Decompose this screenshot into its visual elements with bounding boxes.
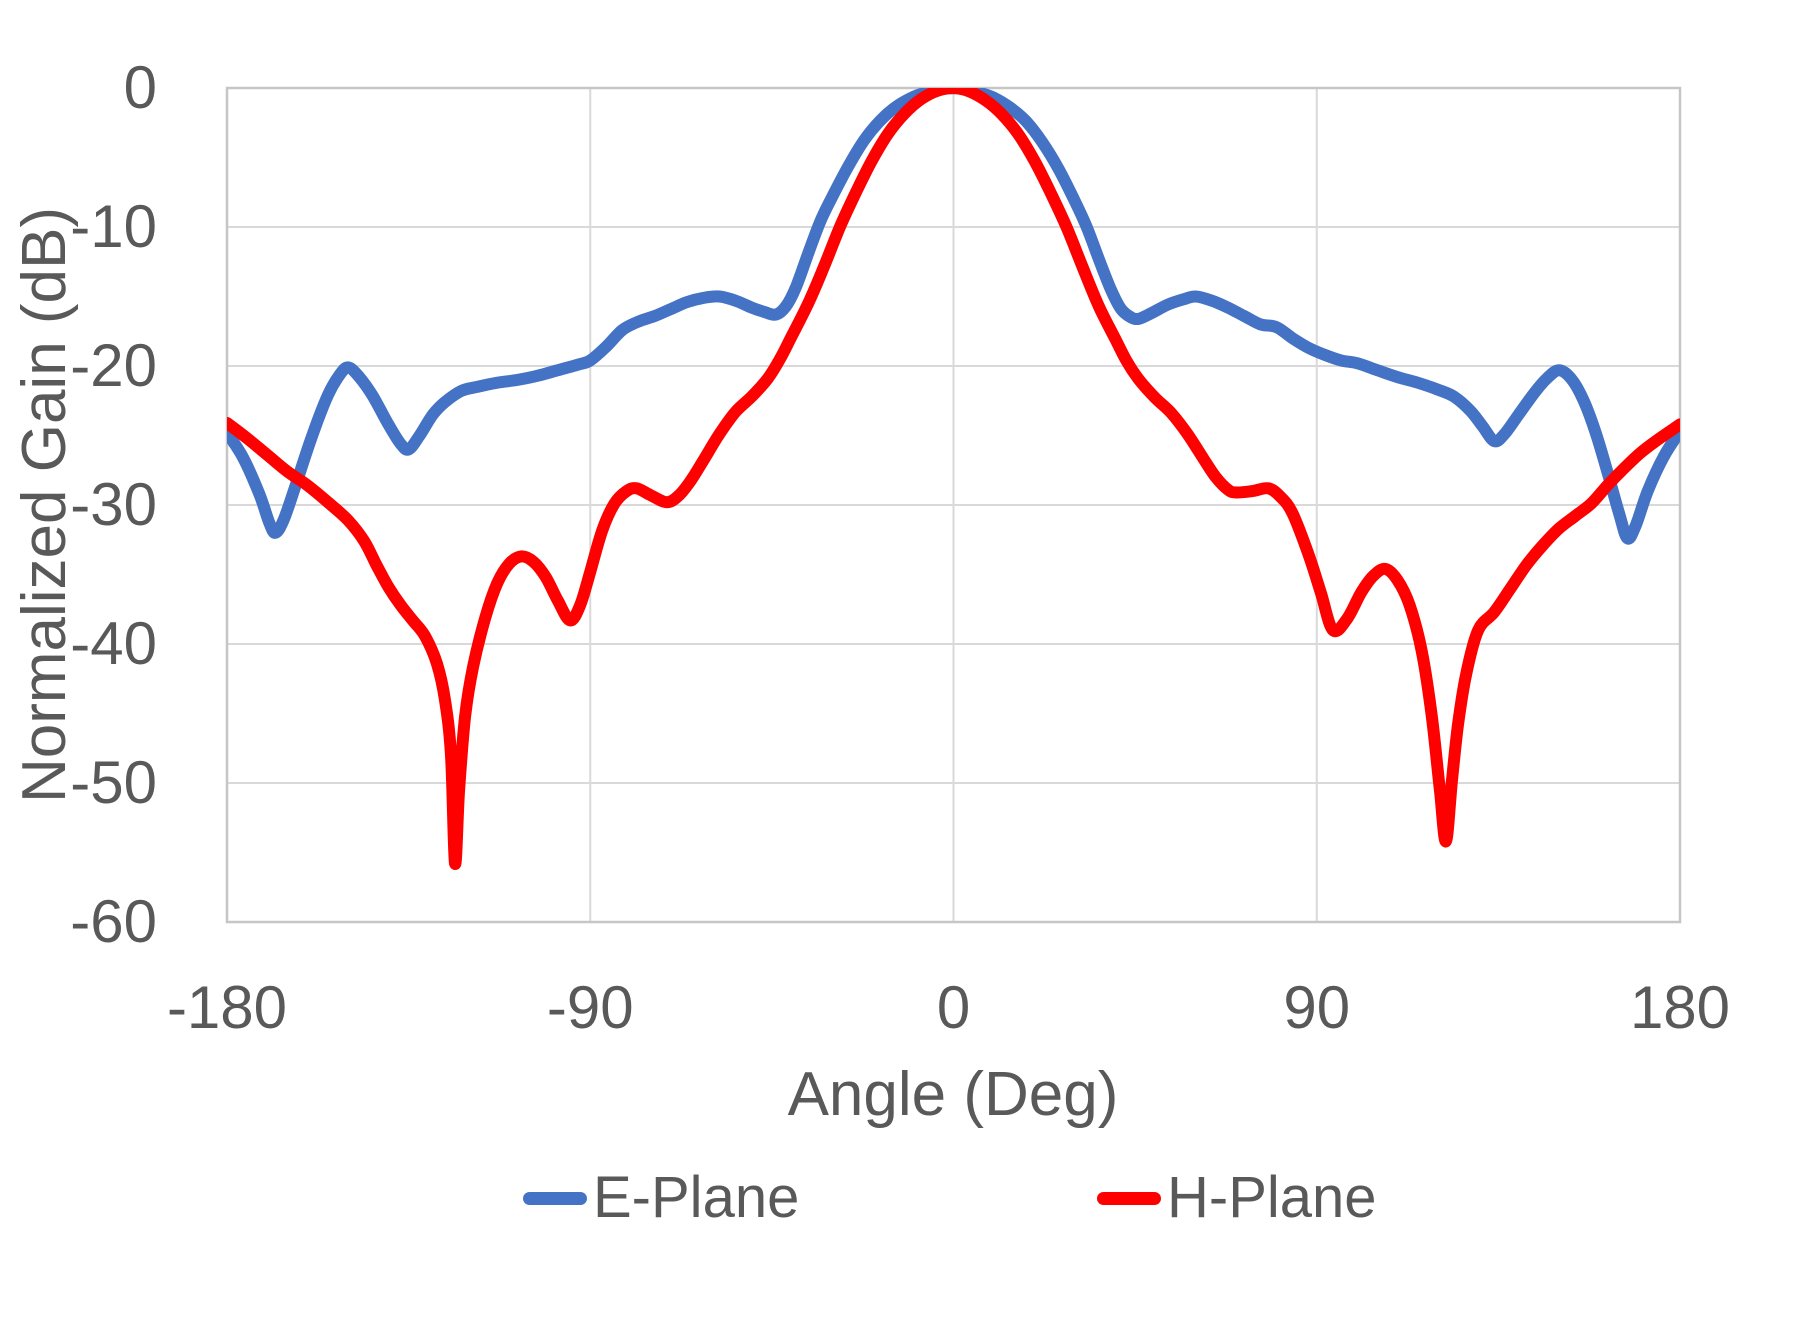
y-tick-label-0: 0 bbox=[123, 54, 157, 121]
e-plane-legend-label: E-Plane bbox=[593, 1165, 800, 1230]
y-tick-label--50: -50 bbox=[70, 749, 157, 816]
x-tick-label-90: 90 bbox=[1283, 974, 1351, 1041]
legend-item-e-plane: E-Plane bbox=[523, 1164, 799, 1232]
x-tick-label-180: 180 bbox=[1629, 974, 1731, 1041]
y-tick-label--30: -30 bbox=[70, 471, 157, 538]
series-layer bbox=[227, 88, 1680, 870]
x-tick-label--180: -180 bbox=[166, 974, 288, 1041]
legend-item-h-plane: H-Plane bbox=[1097, 1164, 1377, 1232]
x-axis-title: Angle (Deg) bbox=[787, 1060, 1119, 1129]
h-plane-legend-label: H-Plane bbox=[1167, 1165, 1377, 1230]
y-tick-label--10: -10 bbox=[70, 193, 157, 260]
y-axis-title: Normalized Gain (dB) bbox=[10, 206, 79, 804]
h-plane-legend-dash-icon bbox=[1097, 1191, 1161, 1205]
e-plane-legend-dash-icon bbox=[523, 1191, 587, 1205]
y-tick-label--60: -60 bbox=[70, 888, 157, 955]
x-tick-label--90: -90 bbox=[546, 974, 634, 1041]
y-tick-label--40: -40 bbox=[70, 610, 157, 677]
y-tick-label--20: -20 bbox=[70, 332, 157, 399]
x-tick-label-0: 0 bbox=[936, 974, 971, 1041]
gridlines bbox=[226, 87, 1681, 923]
h-plane-curve bbox=[227, 88, 1680, 870]
